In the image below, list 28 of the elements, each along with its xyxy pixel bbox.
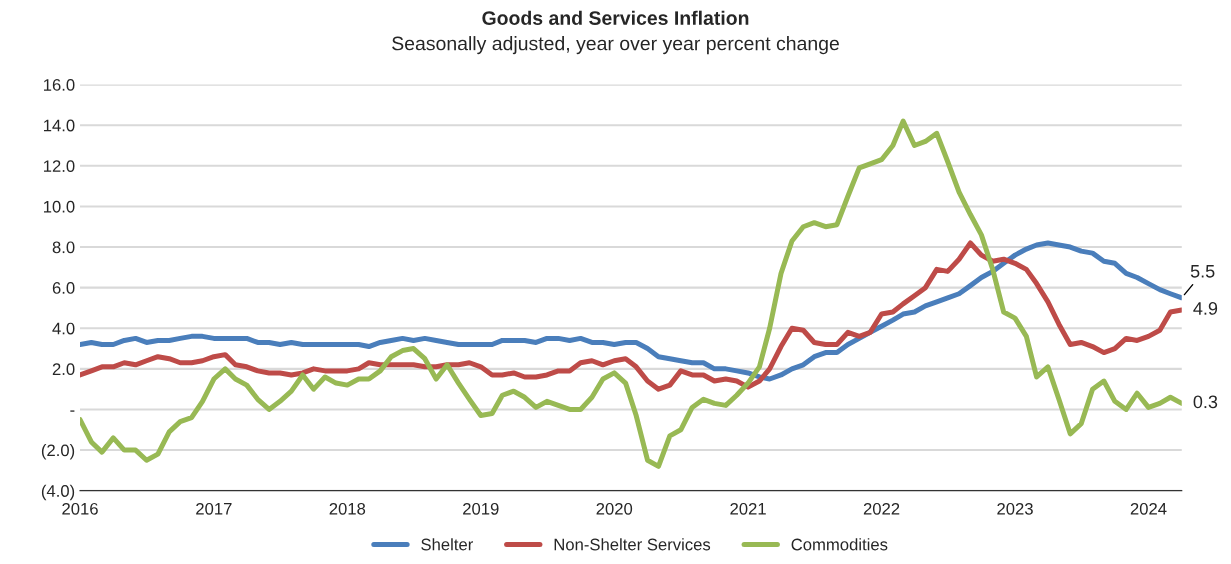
x-tick-label: 2020 bbox=[596, 502, 633, 515]
x-tick-label: 2019 bbox=[463, 502, 499, 515]
y-tick-label: (2.0) bbox=[41, 444, 75, 460]
y-tick-label: 6.0 bbox=[52, 282, 75, 294]
x-tick-label: 2016 bbox=[62, 502, 98, 515]
annotation: 5.5 bbox=[1190, 265, 1215, 278]
y-tick-label: 12.0 bbox=[43, 160, 75, 173]
x-tick-label: 2023 bbox=[997, 502, 1033, 515]
y-tick-label: - bbox=[70, 410, 75, 412]
x-tick-label: 2024 bbox=[1130, 502, 1167, 515]
y-tick-label: 4.0 bbox=[52, 322, 75, 335]
x-tick-label: 2022 bbox=[863, 502, 900, 515]
chart-subtitle: Seasonally adjusted, year over year percent change bbox=[392, 36, 839, 55]
legend-label: Shelter bbox=[421, 538, 473, 551]
y-tick-label: 2.0 bbox=[52, 363, 75, 376]
y-tick-label: 10.0 bbox=[43, 200, 75, 213]
x-tick-label: 2021 bbox=[730, 502, 766, 515]
y-tick-label: 14.0 bbox=[43, 119, 75, 132]
y-tick-label: (4.0) bbox=[41, 484, 75, 501]
x-tick-label: 2017 bbox=[196, 502, 232, 515]
legend-label: Non-Shelter Services bbox=[554, 538, 711, 551]
y-tick-label: 8.0 bbox=[52, 241, 75, 254]
legend-label: Commodities bbox=[791, 538, 888, 551]
annotation: 4.9 bbox=[1193, 302, 1218, 315]
y-tick-label: 16.0 bbox=[43, 79, 75, 91]
chart-title: Goods and Services Inflation bbox=[482, 10, 749, 25]
annotation: 0.3 bbox=[1193, 395, 1218, 409]
x-tick-label: 2018 bbox=[329, 502, 366, 515]
